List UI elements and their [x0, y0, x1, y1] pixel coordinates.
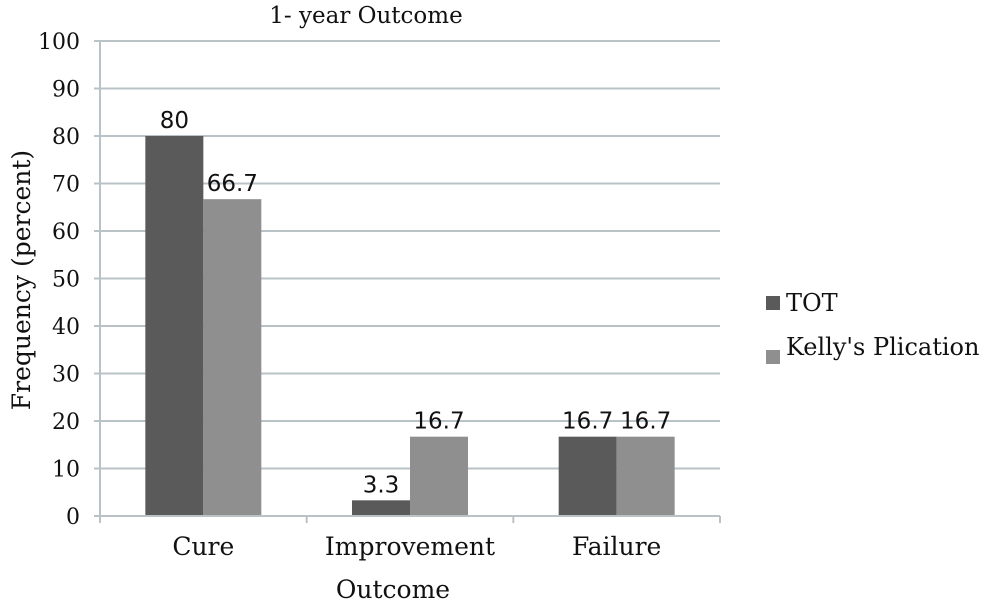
bar-kelly-s-plication-failure: [616, 436, 675, 516]
x-category-labels: Cure Improvement Failure: [172, 532, 661, 561]
data-label-1-1: 16.7: [413, 409, 464, 435]
data-label-0-2: 16.7: [562, 409, 613, 435]
bar-tot-failure: [558, 436, 617, 516]
y-tick-label-4: 40: [52, 315, 80, 340]
data-label-0-1: 3.3: [363, 472, 400, 498]
y-axis-title: Frequency (percent): [7, 150, 36, 410]
data-label-1-0: 66.7: [207, 171, 258, 197]
y-tick-label-9: 90: [52, 78, 80, 103]
y-tick-label-10: 100: [38, 30, 80, 55]
bar-tot-improvement: [352, 500, 410, 516]
legend-label-kellys-plication: Kelly's Plication: [786, 333, 979, 361]
x-category-label-failure: Failure: [572, 532, 661, 561]
y-tick-labels: 0 10 20 30 40 50 60 70 80 90 100: [38, 30, 80, 530]
bar-kelly-s-plication-cure: [203, 199, 262, 517]
x-axis-title: Outcome: [336, 575, 450, 604]
x-category-label-cure: Cure: [172, 532, 234, 561]
y-tick-label-7: 70: [52, 173, 80, 198]
legend-swatch-tot: [766, 296, 780, 310]
y-tick-label-5: 50: [52, 268, 80, 293]
bars: [145, 136, 675, 517]
y-tick-label-8: 80: [52, 125, 80, 150]
data-label-0-0: 80: [160, 108, 189, 134]
axes: [94, 40, 721, 523]
y-tick-label-2: 20: [52, 410, 80, 435]
legend: TOT Kelly's Plication: [766, 289, 979, 364]
data-labels: 80 66.7 3.3 16.7 16.7 16.7: [160, 108, 672, 498]
y-tick-label-6: 60: [52, 220, 80, 245]
legend-label-tot: TOT: [786, 289, 838, 317]
y-tick-label-3: 30: [52, 363, 80, 388]
y-tick-label-1: 10: [52, 458, 80, 483]
data-label-1-2: 16.7: [620, 409, 671, 435]
chart-title: 1- year Outcome: [269, 3, 462, 29]
bar-tot-cure: [145, 136, 204, 516]
y-tick-label-0: 0: [66, 505, 80, 530]
bar-kelly-s-plication-improvement: [410, 436, 468, 516]
legend-swatch-kellys-plication: [766, 350, 780, 364]
x-category-label-improvement: Improvement: [325, 532, 495, 561]
